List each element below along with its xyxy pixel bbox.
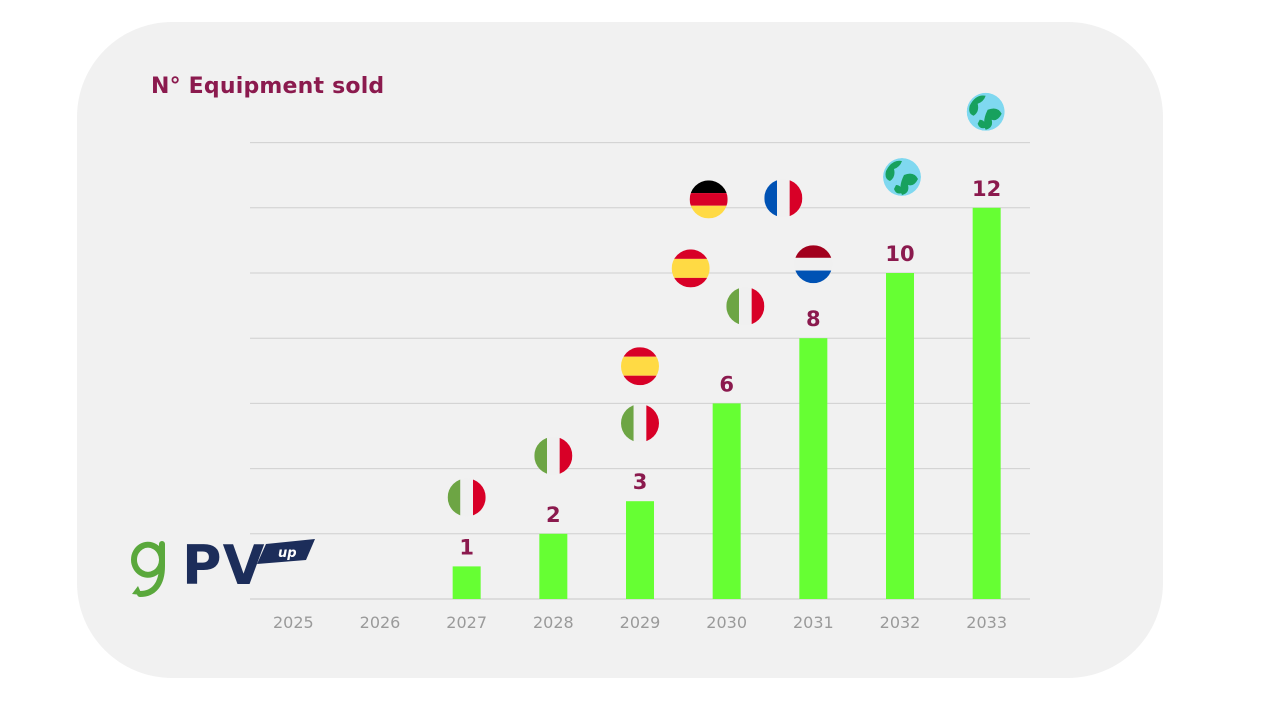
italy-flag-icon [447, 478, 486, 517]
netherlands-flag-icon [794, 245, 833, 284]
bar-2030 [712, 403, 741, 599]
x-tick-label: 2029 [620, 613, 661, 632]
x-tick-label: 2025 [273, 613, 314, 632]
x-tick-label: 2032 [880, 613, 921, 632]
bar-2027 [452, 566, 481, 599]
france-flag-icon [764, 179, 803, 218]
x-tick-label: 2028 [533, 613, 574, 632]
italy-flag-icon [726, 287, 765, 326]
globe-icon [966, 92, 1005, 131]
data-label: 2 [546, 503, 561, 527]
logo-up-text: up [278, 546, 297, 561]
logo-mark-icon [131, 541, 165, 597]
logo-up-badge [257, 539, 315, 564]
x-tick-label: 2027 [446, 613, 487, 632]
germany-flag-icon [689, 180, 728, 219]
data-label: 3 [633, 470, 648, 494]
bar-2032 [886, 273, 914, 599]
data-label: 10 [885, 242, 914, 266]
spain-flag-icon [671, 249, 710, 288]
logo-brand-text: PV [182, 534, 265, 597]
chart-title: N° Equipment sold [151, 74, 385, 99]
x-tick-label: 2030 [706, 613, 747, 632]
x-tick-label: 2026 [360, 613, 401, 632]
italy-flag-icon [534, 436, 573, 475]
bar-2031 [799, 338, 828, 599]
x-tick-label: 2033 [966, 613, 1007, 632]
globe-icon [883, 158, 921, 196]
data-label: 8 [806, 307, 821, 331]
data-label: 12 [972, 177, 1001, 201]
bar-2028 [539, 533, 568, 599]
bar-2033 [972, 207, 1001, 600]
bar-2029 [626, 501, 654, 599]
data-label: 6 [719, 372, 734, 396]
x-tick-label: 2031 [793, 613, 834, 632]
pvup-logo: PV up [131, 534, 315, 597]
spain-flag-icon [621, 347, 659, 386]
italy-flag-icon [621, 404, 659, 443]
data-label: 1 [459, 535, 474, 559]
